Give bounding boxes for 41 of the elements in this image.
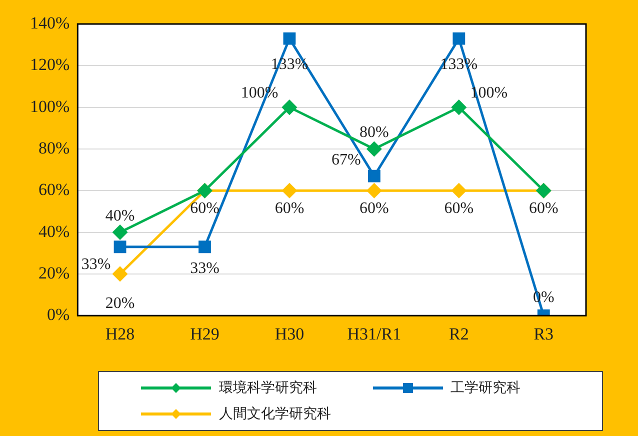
data-label: 60% [274, 200, 304, 217]
point [368, 170, 380, 182]
legend-label: 環境科学研究科 [219, 379, 317, 398]
point [283, 32, 296, 45]
x-tick-label: H28 [105, 324, 135, 344]
data-label: 60% [444, 200, 474, 217]
data-label: 60% [190, 200, 220, 217]
y-tick-label: 140% [30, 13, 70, 32]
point [282, 183, 297, 198]
data-label: 60% [528, 200, 558, 217]
x-tick-label: H30 [274, 324, 304, 344]
data-label: 40% [105, 207, 135, 224]
data-label: 33% [81, 256, 111, 274]
data-label: 60% [360, 200, 389, 217]
legend-label: 工学研究科 [450, 379, 520, 398]
point [366, 183, 382, 198]
y-tick-label: 80% [38, 138, 70, 158]
y-tick-label: 60% [38, 180, 70, 200]
point [112, 266, 128, 282]
point [114, 240, 126, 254]
x-tick-label: R2 [448, 324, 469, 344]
point [112, 225, 128, 240]
x-tick-label: H29 [190, 324, 220, 344]
y-tick-label: 40% [38, 222, 70, 241]
point [366, 142, 382, 156]
y-tick-label: 20% [38, 263, 70, 282]
x-tick-label: R3 [534, 324, 554, 344]
data-label: 80% [360, 124, 389, 142]
x-tick-label: H31/R1 [347, 324, 402, 344]
y-tick-label: 100% [30, 96, 70, 116]
y-tick-label: 120% [30, 55, 70, 74]
data-label: 67% [332, 151, 361, 168]
data-label: 20% [105, 295, 135, 312]
point [198, 240, 211, 254]
y-tick-label: 0% [46, 305, 70, 324]
legend-label: 人間文化学研究科 [219, 405, 331, 423]
point [452, 183, 466, 198]
data-label: 33% [190, 260, 220, 278]
point [452, 100, 466, 115]
point [452, 32, 466, 45]
point [282, 100, 297, 115]
